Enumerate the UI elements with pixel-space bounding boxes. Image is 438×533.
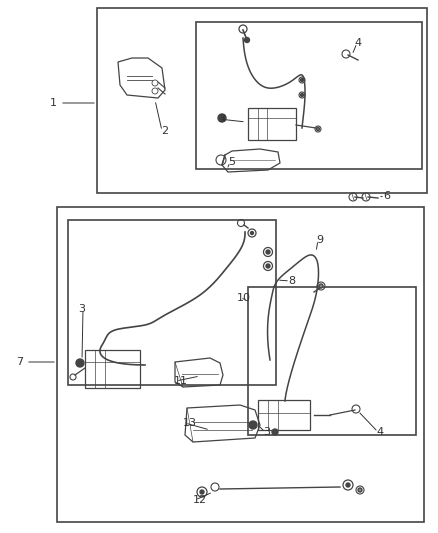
Circle shape — [76, 359, 84, 367]
Circle shape — [358, 488, 362, 492]
Circle shape — [218, 114, 226, 122]
Text: 3: 3 — [218, 114, 225, 124]
Circle shape — [266, 250, 270, 254]
Bar — [196, 22, 422, 169]
Bar — [248, 108, 296, 140]
Text: 11: 11 — [174, 376, 188, 386]
Text: 3: 3 — [78, 304, 85, 314]
Circle shape — [300, 93, 304, 96]
Text: 9: 9 — [316, 235, 323, 245]
Circle shape — [251, 231, 254, 235]
Text: 4: 4 — [376, 427, 383, 437]
Circle shape — [300, 78, 304, 82]
Text: 8: 8 — [288, 276, 295, 286]
Text: 5: 5 — [228, 157, 235, 167]
Bar — [258, 400, 310, 430]
Text: 1: 1 — [50, 98, 57, 108]
Bar — [248, 287, 416, 435]
Bar — [68, 220, 276, 385]
Circle shape — [266, 264, 270, 268]
Text: 7: 7 — [16, 357, 23, 367]
Text: 13: 13 — [183, 418, 197, 428]
Text: 4: 4 — [354, 38, 361, 48]
Bar — [85, 350, 140, 388]
Circle shape — [319, 284, 323, 288]
Bar — [57, 207, 424, 522]
Circle shape — [244, 37, 250, 43]
Text: 12: 12 — [193, 495, 207, 505]
Text: 6: 6 — [383, 191, 390, 201]
Circle shape — [200, 490, 204, 494]
Bar — [97, 8, 427, 193]
Circle shape — [249, 421, 257, 429]
Circle shape — [272, 429, 278, 435]
Text: 10: 10 — [237, 293, 251, 303]
Circle shape — [346, 483, 350, 487]
Text: 2: 2 — [161, 126, 168, 136]
Text: 3: 3 — [263, 427, 270, 437]
Circle shape — [317, 127, 319, 131]
